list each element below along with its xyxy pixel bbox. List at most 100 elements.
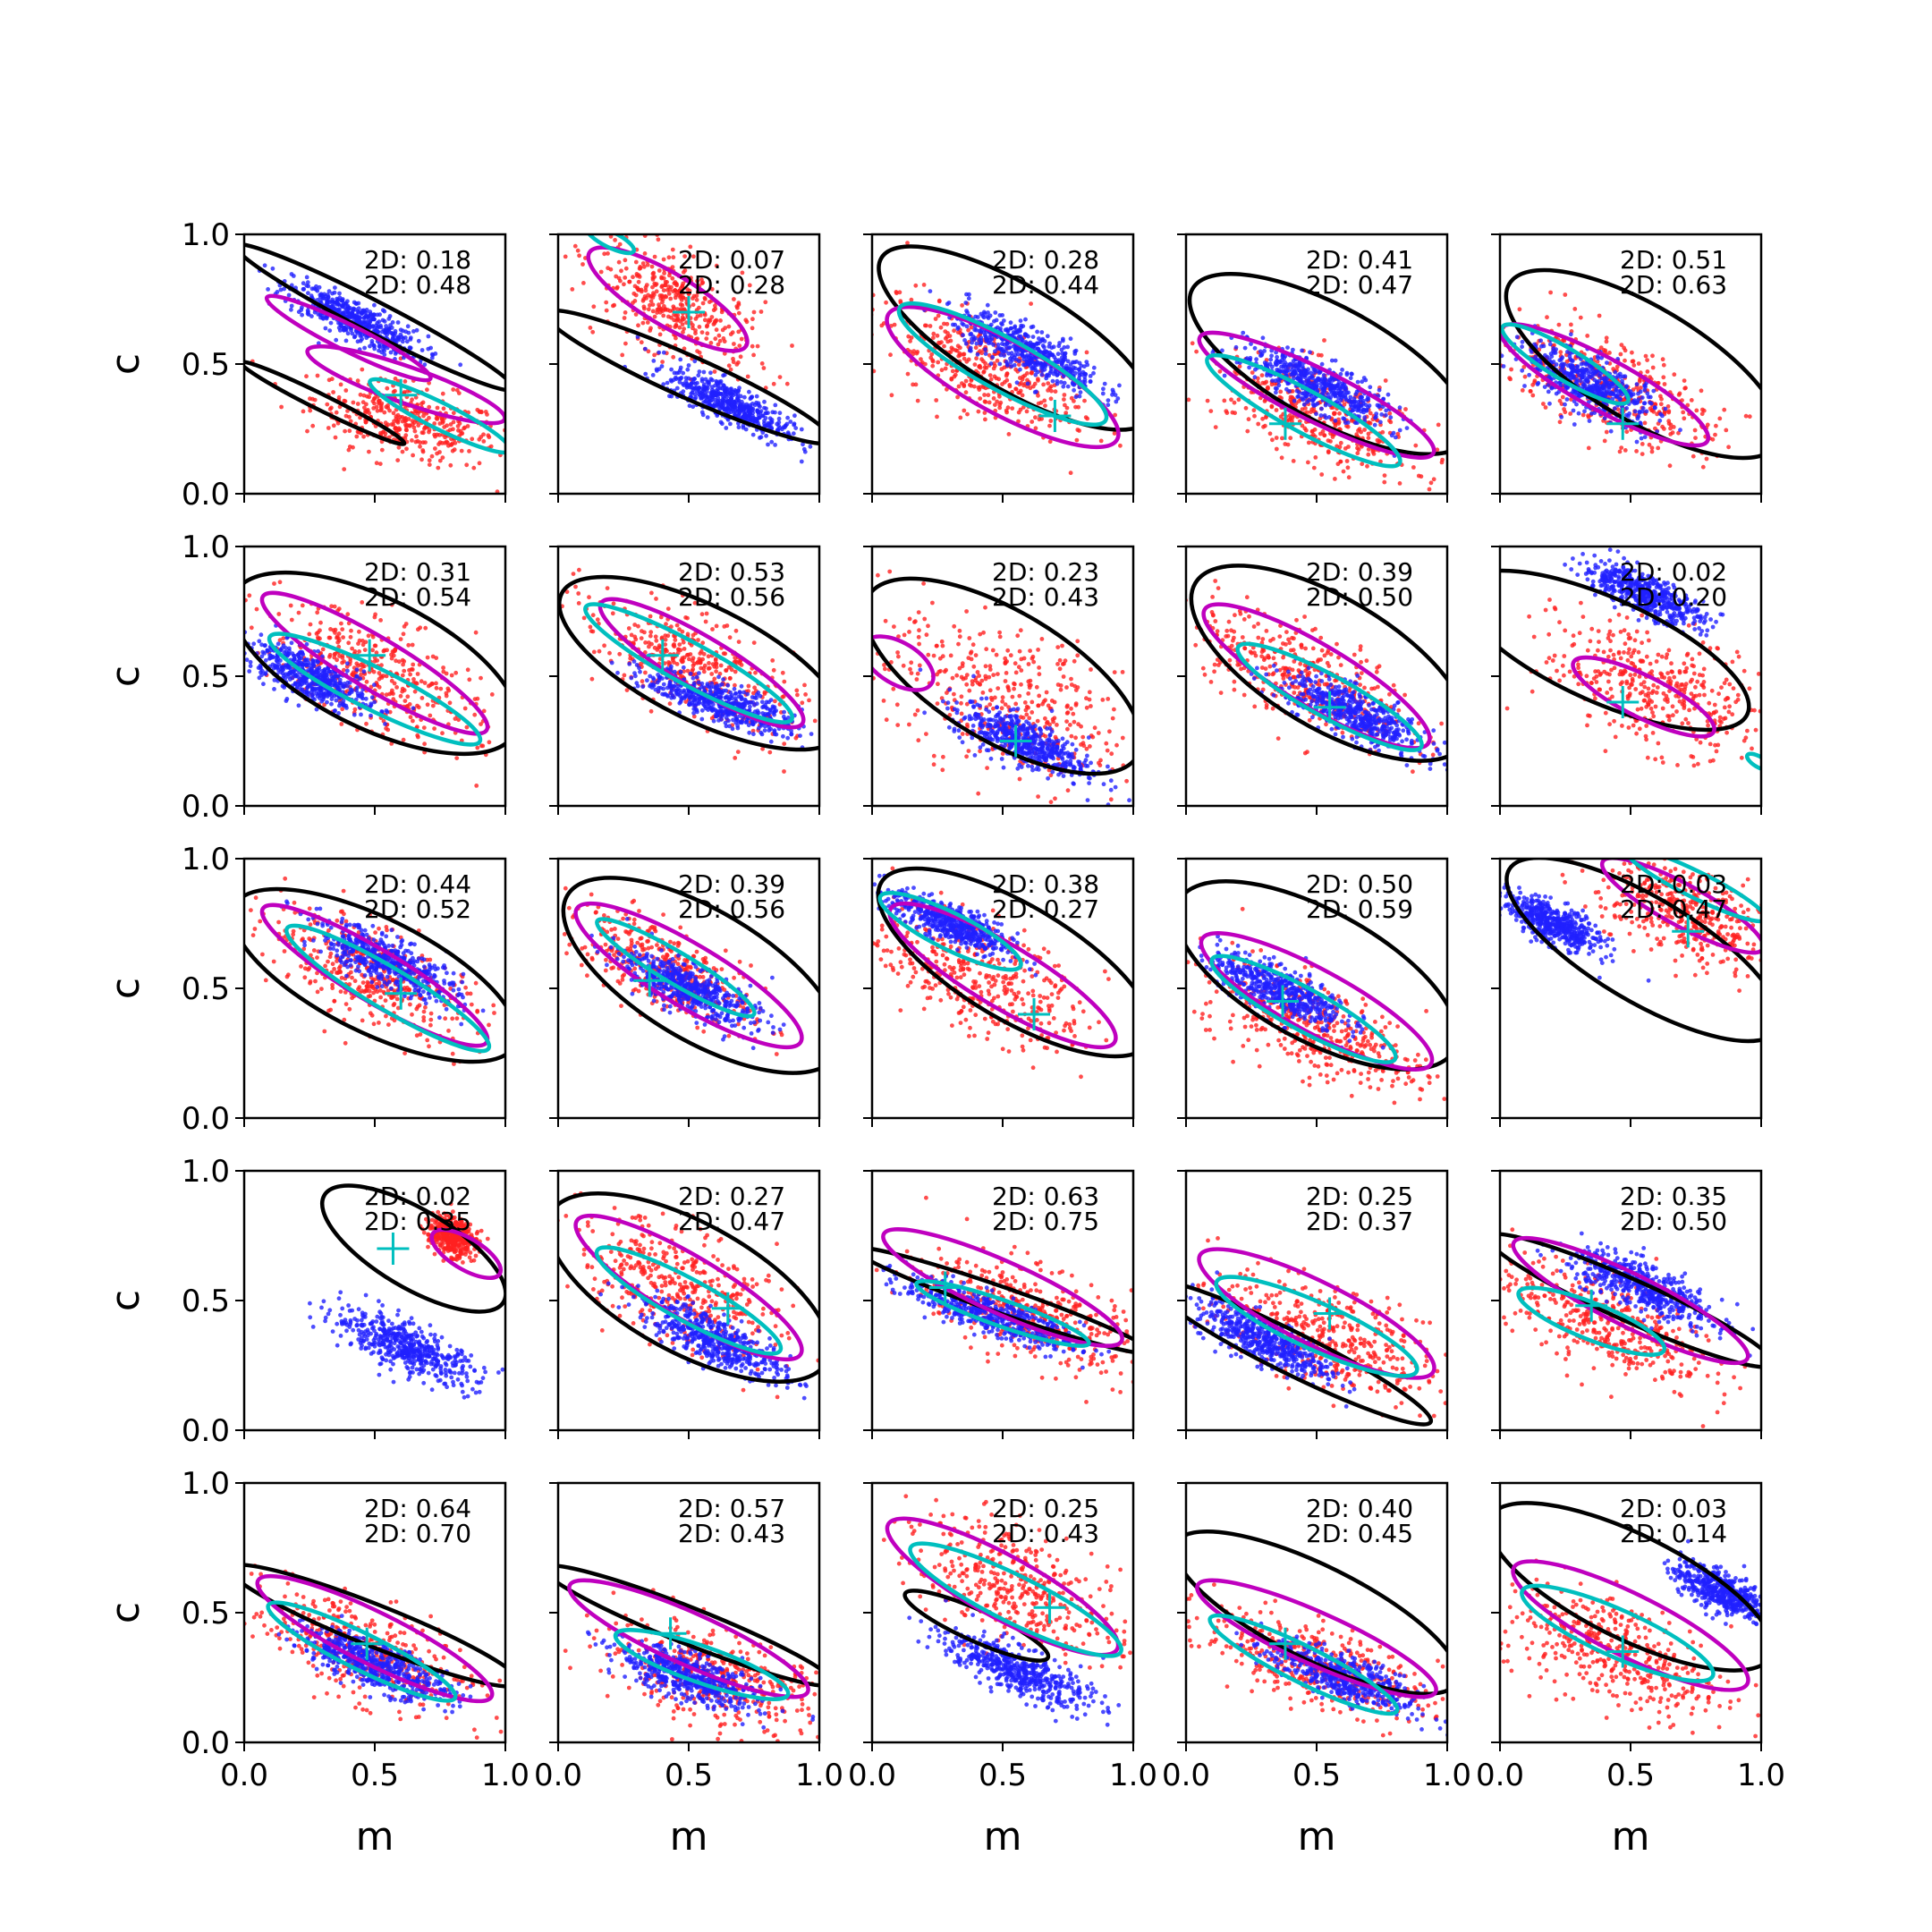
- blue-point: [1301, 402, 1307, 407]
- red-point: [1112, 431, 1117, 436]
- red-point: [1333, 477, 1337, 481]
- blue-point: [1299, 372, 1304, 377]
- red-point: [1318, 431, 1323, 436]
- red-point: [367, 449, 371, 454]
- blue-point: [1326, 415, 1332, 419]
- red-point: [249, 625, 254, 631]
- red-point: [671, 354, 676, 360]
- blue-point: [1547, 342, 1553, 347]
- red-point: [1006, 432, 1012, 436]
- red-point: [1338, 440, 1343, 445]
- red-point: [401, 631, 406, 637]
- red-point: [1667, 463, 1673, 469]
- blue-point: [388, 350, 394, 355]
- blue-point: [328, 320, 334, 326]
- blue-point: [315, 298, 320, 302]
- blue-point: [1543, 352, 1547, 358]
- blue-point: [1115, 396, 1121, 401]
- red-point: [1653, 426, 1657, 431]
- red-point: [430, 703, 436, 708]
- red-point: [456, 428, 461, 433]
- blue-point: [983, 352, 988, 356]
- red-point: [636, 279, 641, 284]
- red-point: [456, 717, 462, 723]
- black-contour: [244, 360, 407, 446]
- red-point: [933, 317, 938, 321]
- red-point: [1656, 445, 1661, 451]
- red-point: [662, 271, 666, 275]
- red-point: [1701, 408, 1707, 413]
- red-point: [1557, 419, 1563, 425]
- blue-point: [1242, 345, 1248, 351]
- blue-point: [1606, 386, 1612, 392]
- red-point: [385, 386, 390, 391]
- red-point: [898, 299, 903, 303]
- red-point: [751, 352, 756, 358]
- blue-point: [1393, 435, 1398, 440]
- red-point: [562, 766, 566, 770]
- red-point: [427, 404, 432, 410]
- red-point: [343, 388, 349, 393]
- red-point: [1039, 416, 1044, 421]
- red-point: [1460, 428, 1464, 433]
- blue-point: [1636, 414, 1641, 419]
- blue-point: [1008, 360, 1013, 365]
- red-point: [967, 382, 972, 387]
- red-point: [1077, 428, 1081, 433]
- blue-point: [340, 304, 345, 309]
- red-point: [1260, 380, 1266, 386]
- red-point: [1604, 335, 1609, 341]
- red-point: [421, 430, 426, 436]
- red-point: [673, 288, 678, 293]
- red-point: [473, 630, 479, 635]
- red-point: [1601, 348, 1606, 352]
- red-point: [945, 335, 950, 339]
- blue-point: [695, 380, 699, 386]
- red-point: [432, 726, 436, 731]
- blue-point: [746, 408, 751, 413]
- red-point: [853, 342, 858, 346]
- blue-point: [1004, 363, 1010, 368]
- red-point: [736, 360, 741, 365]
- red-point: [1568, 411, 1573, 416]
- red-point: [1722, 407, 1727, 412]
- red-point: [1683, 386, 1688, 391]
- red-point: [966, 327, 970, 333]
- blue-point: [289, 307, 293, 312]
- blue-point: [983, 347, 987, 352]
- red-point: [451, 387, 456, 392]
- blue-point: [289, 272, 294, 276]
- red-point: [1084, 350, 1089, 355]
- blue-point: [1638, 420, 1643, 426]
- blue-point: [1259, 352, 1265, 356]
- magenta-contour: [264, 293, 433, 383]
- red-point: [1645, 358, 1649, 362]
- red-point: [1042, 398, 1047, 403]
- blue-point: [725, 400, 731, 405]
- red-point: [420, 448, 426, 453]
- blue-point: [1033, 372, 1038, 377]
- blue-point: [1292, 364, 1298, 369]
- red-point: [384, 692, 389, 698]
- red-point: [669, 315, 674, 320]
- blue-point: [769, 439, 775, 445]
- blue-point: [1348, 402, 1353, 408]
- blue-point: [1268, 373, 1273, 378]
- blue-point: [1318, 381, 1324, 386]
- red-point: [1521, 365, 1527, 369]
- blue-point: [1564, 350, 1570, 354]
- red-point: [657, 268, 662, 273]
- red-point: [1631, 363, 1637, 368]
- blue-point: [382, 352, 387, 357]
- red-point: [919, 357, 923, 361]
- blue-point: [1542, 385, 1547, 389]
- blue-point: [1051, 344, 1056, 350]
- blue-point: [1007, 345, 1013, 350]
- blue-point: [1580, 367, 1585, 371]
- blue-point: [411, 329, 416, 334]
- red-point: [1638, 377, 1642, 382]
- blue-point: [1563, 370, 1568, 375]
- red-point: [997, 402, 1003, 407]
- blue-point: [741, 425, 746, 430]
- red-point: [650, 284, 655, 290]
